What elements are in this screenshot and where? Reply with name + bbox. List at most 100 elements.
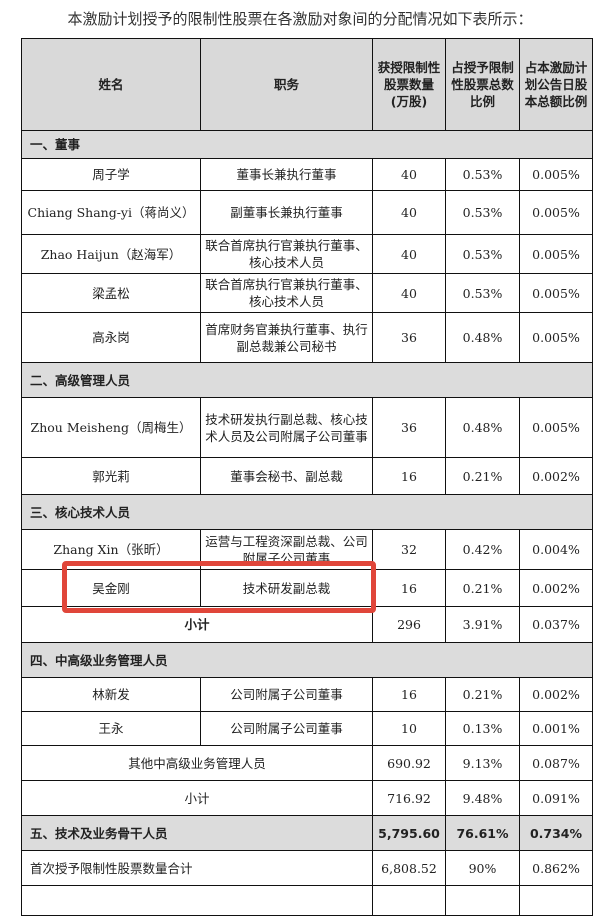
cell-title: 联合首席执行官兼执行董事、核心技术人员 <box>200 234 373 274</box>
cell-shares: 40 <box>372 273 446 313</box>
cell-pct-grant: 0.21% <box>445 569 520 607</box>
cell-pct-total: 0.091% <box>519 780 593 816</box>
section-row: 四、中高级业务管理人员 <box>21 642 593 678</box>
cell-title: 董事会秘书、副总裁 <box>200 457 373 495</box>
cell-shares: 5,795.60 <box>372 815 446 851</box>
cell-label: 小计 <box>21 780 373 816</box>
cell-name: Zhou Meisheng（周梅生） <box>21 397 201 458</box>
table-row: 梁孟松 联合首席执行官兼执行董事、核心技术人员 40 0.53% 0.005% <box>21 273 593 313</box>
header-shares: 获授限制性股票数量(万股) <box>372 38 446 131</box>
cell-pct-grant: 0.48% <box>445 312 520 363</box>
cell-title: 董事长兼执行董事 <box>200 158 373 191</box>
header-row: 姓名 职务 获授限制性股票数量(万股) 占授予限制性股票总数比例 占本激励计划公… <box>21 38 593 131</box>
cell-pct-total: 0.005% <box>519 190 593 235</box>
section-row: 二、高级管理人员 <box>21 362 593 398</box>
cell-label: 其他中高级业务管理人员 <box>21 745 373 781</box>
cell-shares: 6,808.52 <box>372 850 446 886</box>
cell-pct-grant: 90% <box>445 850 520 886</box>
table-caption: 本激励计划授予的限制性股票在各激励对象间的分配情况如下表所示： <box>67 10 533 28</box>
cell-title: 公司附属子公司董事 <box>200 711 373 746</box>
cell-name: 周子学 <box>21 158 201 191</box>
cell-pct-grant: 0.48% <box>445 397 520 458</box>
table-row: 王永 公司附属子公司董事 10 0.13% 0.001% <box>21 711 593 746</box>
section-label: 二、高级管理人员 <box>21 362 593 398</box>
cell-name: Chiang Shang-yi（蒋尚义） <box>21 190 201 235</box>
cell-pct-total: 0.004% <box>519 529 593 570</box>
cell-shares: 32 <box>372 529 446 570</box>
cell-pct-total: 0.002% <box>519 677 593 712</box>
cell-pct-grant: 9.13% <box>445 745 520 781</box>
cell-pct-total: 0.005% <box>519 312 593 363</box>
cell-title: 联合首席执行官兼执行董事、核心技术人员 <box>200 273 373 313</box>
total-row: 首次授予限制性股票数量合计 6,808.52 90% 0.862% <box>21 850 593 886</box>
cell-pct-total: 0.087% <box>519 745 593 781</box>
cell-title: 公司附属子公司董事 <box>200 677 373 712</box>
table-row: Zhou Meisheng（周梅生） 技术研发执行副总裁、核心技术人员及公司附属子… <box>21 397 593 458</box>
cell-empty <box>519 885 593 916</box>
cell-shares: 16 <box>372 569 446 607</box>
cell-pct-total: 0.005% <box>519 158 593 191</box>
table-row-highlighted: 吴金刚 技术研发副总裁 16 0.21% 0.002% <box>21 569 593 607</box>
cell-shares: 716.92 <box>372 780 446 816</box>
cell-pct-total: 0.005% <box>519 273 593 313</box>
header-title: 职务 <box>200 38 373 131</box>
cell-pct-grant: 0.53% <box>445 190 520 235</box>
cell-pct-grant: 0.53% <box>445 158 520 191</box>
cell-title: 技术研发执行副总裁、核心技术人员及公司附属子公司董事 <box>200 397 373 458</box>
allocation-table: 姓名 职务 获授限制性股票数量(万股) 占授予限制性股票总数比例 占本激励计划公… <box>21 38 593 916</box>
cell-pct-total: 0.002% <box>519 569 593 607</box>
section-label: 一、董事 <box>21 130 593 159</box>
table-row: Zhao Haijun（赵海军） 联合首席执行官兼执行董事、核心技术人员 40 0.5… <box>21 234 593 274</box>
cell-title: 副董事长兼执行董事 <box>200 190 373 235</box>
cell-shares: 10 <box>372 711 446 746</box>
cell-shares: 40 <box>372 190 446 235</box>
header-pct-total: 占本激励计划公告日股本总额比例 <box>519 38 593 131</box>
cell-label: 首次授予限制性股票数量合计 <box>21 850 373 886</box>
cell-pct-total: 0.005% <box>519 397 593 458</box>
cell-pct-grant: 0.42% <box>445 529 520 570</box>
section-row: 一、董事 <box>21 130 593 159</box>
cell-shares: 40 <box>372 234 446 274</box>
section-label: 三、核心技术人员 <box>21 494 593 530</box>
cell-pct-total: 0.002% <box>519 457 593 495</box>
cell-shares: 16 <box>372 457 446 495</box>
cell-pct-grant: 0.21% <box>445 677 520 712</box>
section-row: 五、技术及业务骨干人员 5,795.60 76.61% 0.734% <box>21 815 593 851</box>
cell-pct-grant: 0.53% <box>445 234 520 274</box>
table-row: 高永岗 首席财务官兼执行董事、执行副总裁兼公司秘书 36 0.48% 0.005% <box>21 312 593 363</box>
cell-title: 技术研发副总裁 <box>200 569 373 607</box>
cell-pct-total: 0.037% <box>519 606 593 643</box>
others-row: 其他中高级业务管理人员 690.92 9.13% 0.087% <box>21 745 593 781</box>
cell-shares: 40 <box>372 158 446 191</box>
cell-pct-grant: 3.91% <box>445 606 520 643</box>
table-row <box>21 885 593 916</box>
cell-empty <box>445 885 520 916</box>
subtotal-row: 小计 716.92 9.48% 0.091% <box>21 780 593 816</box>
cell-title: 首席财务官兼执行董事、执行副总裁兼公司秘书 <box>200 312 373 363</box>
header-pct-grant: 占授予限制性股票总数比例 <box>445 38 520 131</box>
cell-name: 梁孟松 <box>21 273 201 313</box>
cell-pct-grant: 0.21% <box>445 457 520 495</box>
table-row: 周子学 董事长兼执行董事 40 0.53% 0.005% <box>21 158 593 191</box>
table-row: Chiang Shang-yi（蒋尚义） 副董事长兼执行董事 40 0.53% 0.00… <box>21 190 593 235</box>
cell-pct-total: 0.005% <box>519 234 593 274</box>
cell-shares: 690.92 <box>372 745 446 781</box>
cell-name: 王永 <box>21 711 201 746</box>
cell-name: 高永岗 <box>21 312 201 363</box>
cell-shares: 36 <box>372 312 446 363</box>
table-row: 郭光莉 董事会秘书、副总裁 16 0.21% 0.002% <box>21 457 593 495</box>
cell-pct-total: 0.734% <box>519 815 593 851</box>
cell-shares: 36 <box>372 397 446 458</box>
cell-name: Zhao Haijun（赵海军） <box>21 234 201 274</box>
cell-name: 林新发 <box>21 677 201 712</box>
highlight-box <box>62 561 376 613</box>
cell-shares: 296 <box>372 606 446 643</box>
cell-empty <box>21 885 373 916</box>
table-row: 林新发 公司附属子公司董事 16 0.21% 0.002% <box>21 677 593 712</box>
cell-pct-total: 0.862% <box>519 850 593 886</box>
cell-pct-grant: 76.61% <box>445 815 520 851</box>
section-row: 三、核心技术人员 <box>21 494 593 530</box>
section-label: 五、技术及业务骨干人员 <box>21 815 373 851</box>
cell-pct-grant: 0.13% <box>445 711 520 746</box>
cell-shares: 16 <box>372 677 446 712</box>
